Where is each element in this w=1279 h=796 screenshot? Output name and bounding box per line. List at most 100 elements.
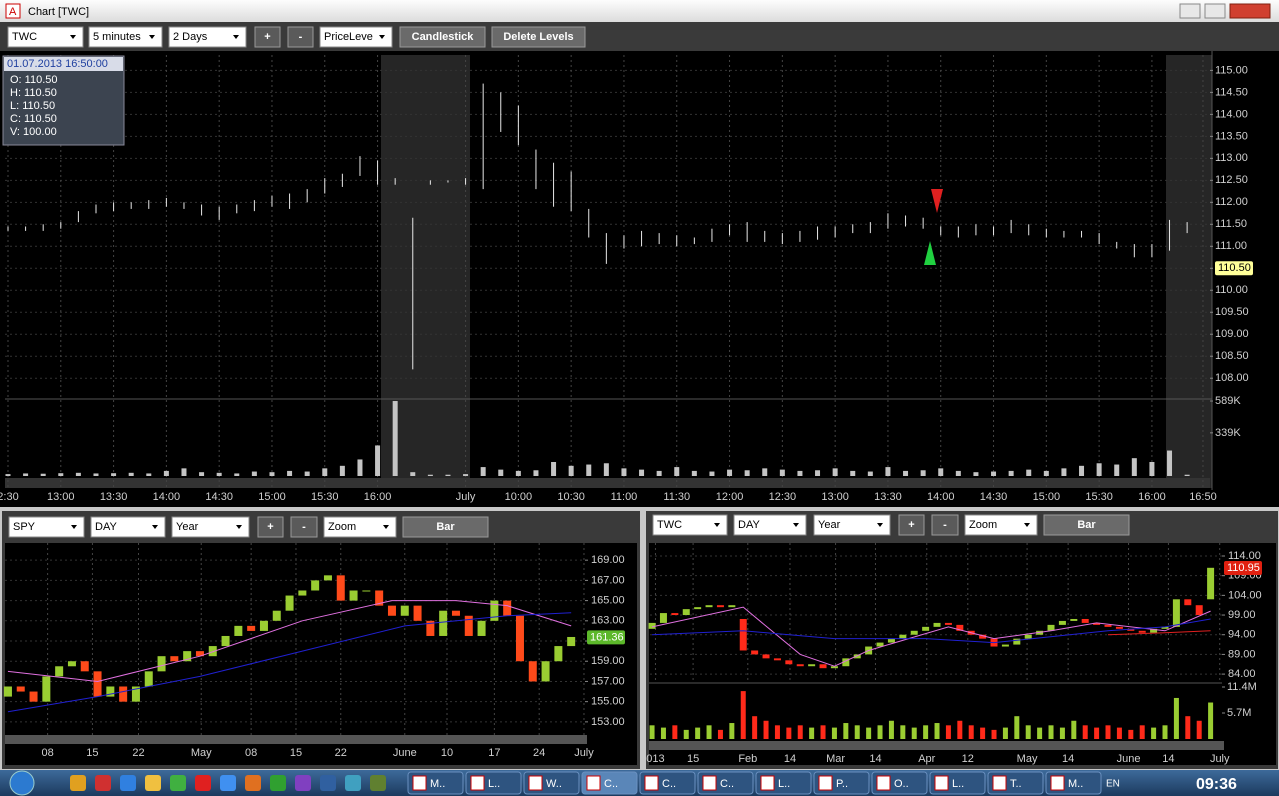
close-button[interactable] (1229, 3, 1271, 19)
dropdown[interactable] (90, 516, 166, 538)
dropdown[interactable] (733, 514, 807, 536)
candle-body (183, 651, 192, 662)
quick-launch-icon[interactable] (170, 775, 186, 791)
x-tick-label: 16:50 (1189, 491, 1217, 503)
dropdown[interactable] (319, 26, 393, 48)
dropdown[interactable] (323, 516, 397, 538)
dropdown-label: 5 minutes (93, 31, 141, 43)
volume-bar (93, 473, 99, 476)
taskbar-app-icon (528, 775, 543, 791)
volume-bar (815, 470, 821, 476)
dropdown[interactable] (7, 26, 84, 48)
quick-launch-icon[interactable] (195, 775, 211, 791)
start-button[interactable] (9, 770, 35, 796)
candle-body (1070, 618, 1078, 621)
quick-launch-icon[interactable] (345, 775, 361, 791)
taskbar-label: M.. (1068, 778, 1083, 790)
volume-bar (1162, 725, 1168, 739)
volume-bar (752, 716, 758, 739)
button[interactable] (898, 514, 925, 536)
minimize-button[interactable] (1179, 3, 1201, 19)
volume-bar (1185, 716, 1191, 739)
button[interactable] (931, 514, 959, 536)
quick-launch-icon[interactable] (120, 775, 136, 791)
x-tick-label: Mar (826, 753, 845, 765)
x-tick-label: Feb (738, 753, 757, 765)
candle-body (1024, 634, 1032, 639)
candle-body (671, 613, 679, 616)
last-price-box (1224, 560, 1262, 575)
candle-body (67, 661, 76, 667)
candle-body (362, 590, 371, 592)
y-tick-label: 339K (1215, 427, 1241, 439)
y-tick-label: 112.00 (1215, 196, 1248, 208)
volume-bar (832, 468, 838, 476)
y-tick-label: 157.00 (591, 675, 625, 687)
button[interactable] (287, 26, 314, 48)
scrollbar[interactable] (5, 478, 1210, 488)
y-tick-label: 113.00 (1215, 152, 1248, 164)
quick-launch-icon[interactable] (270, 775, 286, 791)
button[interactable] (254, 26, 281, 48)
volume-bar (5, 474, 11, 476)
dropdown[interactable] (964, 514, 1038, 536)
y-tick-label: 11.4M (1227, 681, 1257, 693)
dropdown[interactable] (171, 516, 250, 538)
volume-bar (1026, 469, 1032, 476)
volume-bar (740, 691, 746, 739)
quick-launch-icon[interactable] (145, 775, 161, 791)
x-tick-label: 12 (962, 753, 974, 765)
x-tick-label: 14:00 (153, 491, 181, 503)
taskbar-label: L.. (778, 778, 790, 790)
quick-launch-icon[interactable] (295, 775, 311, 791)
candle-body (285, 595, 294, 611)
y-tick-label: 169.00 (591, 554, 625, 566)
button[interactable] (491, 26, 586, 48)
y-tick-label: 110.00 (1215, 284, 1248, 296)
volume-bar (955, 470, 961, 476)
quick-launch-icon[interactable] (320, 775, 336, 791)
x-tick-label: 08 (42, 747, 54, 759)
quick-launch-icon[interactable] (70, 775, 86, 791)
dropdown[interactable] (813, 514, 891, 536)
scrollbar[interactable] (5, 735, 587, 744)
button[interactable] (402, 516, 489, 538)
volume-bar (820, 725, 826, 739)
candle-body (528, 661, 537, 682)
button[interactable] (257, 516, 284, 538)
last-price-label: 161.36 (590, 631, 624, 643)
maximize-button[interactable] (1204, 3, 1226, 19)
quick-launch-icon[interactable] (220, 775, 236, 791)
button[interactable] (1043, 514, 1130, 536)
volume-bar (691, 470, 697, 476)
candle-body (751, 650, 759, 655)
volume-bar (58, 473, 64, 476)
volume-bar (339, 465, 345, 476)
candle-body (451, 610, 460, 616)
quick-launch-icon[interactable] (245, 775, 261, 791)
x-tick-label: 11:00 (611, 491, 638, 503)
button[interactable] (399, 26, 486, 48)
candle-body (830, 666, 838, 669)
dropdown[interactable] (88, 26, 163, 48)
dropdown-label: SPY (13, 521, 36, 533)
volume-bar (463, 474, 469, 476)
candle-body (477, 620, 486, 636)
dropdown[interactable] (168, 26, 247, 48)
x-tick-label: 14:00 (927, 491, 955, 503)
volume-bar (980, 727, 986, 739)
data-window-line: C: 110.50 (10, 113, 57, 125)
dropdown-label: Zoom (328, 521, 356, 533)
quick-launch-icon[interactable] (370, 775, 386, 791)
dropdown[interactable] (652, 514, 728, 536)
volume-bar (762, 468, 768, 476)
quick-launch-icon[interactable] (95, 775, 111, 791)
button[interactable] (290, 516, 318, 538)
x-tick-label: 24 (533, 747, 545, 759)
dropdown[interactable] (8, 516, 85, 538)
candle-body (259, 620, 268, 631)
scrollbar[interactable] (649, 741, 1224, 750)
volume-bar (568, 465, 574, 476)
last-price-box (587, 630, 625, 645)
volume-bar (649, 725, 655, 739)
